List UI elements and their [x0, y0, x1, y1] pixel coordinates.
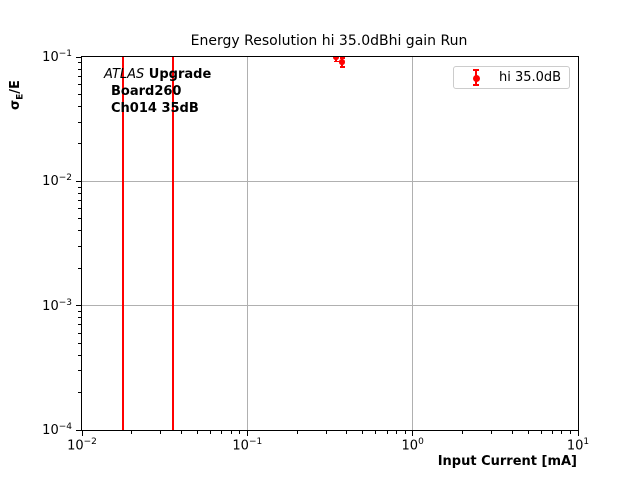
x-minor-tick: [160, 431, 162, 434]
x-tick: [577, 431, 579, 436]
legend-label: hi 35.0dB: [499, 70, 562, 85]
annotation-atlas-word: ATLAS: [104, 67, 145, 82]
x-minor-tick: [346, 431, 348, 434]
y-tick-label: 10−1: [42, 48, 72, 66]
y-minor-tick: [78, 245, 81, 247]
grid-line: [82, 180, 578, 182]
error-bar-cap: [339, 57, 345, 59]
x-minor-tick: [404, 431, 406, 434]
y-minor-tick: [78, 332, 81, 334]
x-minor-tick: [197, 431, 199, 434]
data-point: [333, 57, 339, 60]
y-tick: [76, 305, 81, 307]
x-minor-tick: [181, 431, 183, 434]
x-minor-tick: [362, 431, 364, 434]
y-tick: [76, 180, 81, 182]
red-vline: [172, 57, 175, 430]
x-tick-label: 101: [566, 437, 590, 454]
x-minor-tick: [296, 431, 298, 434]
y-minor-tick: [78, 317, 81, 319]
y-minor-tick: [78, 68, 81, 70]
errorbar-dot: [472, 74, 480, 82]
y-tick-label: 10−2: [42, 173, 72, 190]
y-minor-tick: [78, 200, 81, 202]
y-tick-label: 10−3: [42, 297, 72, 314]
y-minor-tick: [78, 230, 81, 232]
y-minor-tick: [78, 192, 81, 194]
y-tick: [76, 56, 81, 58]
x-tick: [246, 431, 248, 436]
x-minor-tick: [569, 431, 571, 434]
annotation-line2: Board260: [111, 84, 182, 99]
y-minor-tick: [78, 392, 81, 394]
y-minor-tick: [78, 342, 81, 344]
y-minor-tick: [78, 105, 81, 107]
y-axis-label-sigma: σ: [8, 99, 23, 110]
red-vline: [122, 57, 125, 430]
error-bar-cap: [339, 66, 345, 68]
grid-line: [412, 57, 414, 430]
x-minor-tick: [527, 431, 529, 434]
y-tick-label: 10−4: [42, 421, 72, 439]
y-tick: [76, 429, 81, 431]
x-minor-tick: [210, 431, 212, 434]
y-minor-tick: [78, 84, 81, 86]
x-tick: [81, 431, 83, 436]
y-minor-tick: [78, 267, 81, 269]
x-minor-tick: [131, 431, 133, 434]
x-tick-label: 10−2: [67, 437, 97, 454]
annotation-upgrade-word: Upgrade: [144, 67, 212, 82]
y-minor-tick: [78, 121, 81, 123]
legend-errorbar-icon: [469, 69, 483, 86]
errorbar-cap-bottom: [473, 84, 479, 86]
x-minor-tick: [540, 431, 542, 434]
y-minor-tick: [78, 354, 81, 356]
grid-line: [82, 305, 578, 307]
x-axis-label: Input Current [mA]: [437, 454, 577, 469]
x-minor-tick: [511, 431, 513, 434]
y-axis-label-rest: /E: [8, 80, 23, 94]
x-minor-tick: [561, 431, 563, 434]
annotation-atlas: ATLAS Upgrade Board260 Ch014 35dB: [104, 66, 211, 117]
y-axis-label: σE/E: [8, 80, 26, 110]
annotation-line3: Ch014 35dB: [111, 101, 199, 116]
y-minor-tick: [78, 75, 81, 77]
x-minor-tick: [386, 431, 388, 434]
x-tick-label: 10−1: [232, 437, 263, 454]
y-minor-tick: [78, 93, 81, 95]
y-minor-tick: [78, 62, 81, 64]
y-minor-tick: [78, 324, 81, 326]
data-point: [339, 59, 345, 65]
x-minor-tick: [230, 431, 232, 434]
y-minor-tick: [78, 370, 81, 372]
annotation-line1: ATLAS Upgrade: [104, 66, 211, 83]
x-minor-tick: [221, 431, 223, 434]
grid-line: [246, 57, 248, 430]
chart-title: Energy Resolution hi 35.0dBhi gain Run: [190, 33, 468, 49]
y-minor-tick: [78, 208, 81, 210]
y-minor-tick: [78, 186, 81, 188]
y-axis-label-sub: E: [15, 93, 26, 100]
x-tick: [412, 431, 414, 436]
x-minor-tick: [375, 431, 377, 434]
y-minor-tick: [78, 143, 81, 145]
x-minor-tick: [491, 431, 493, 434]
y-minor-tick: [78, 218, 81, 220]
x-minor-tick: [325, 431, 327, 434]
plot-area: [81, 56, 579, 431]
x-tick-label: 100: [401, 437, 424, 454]
x-minor-tick: [461, 431, 463, 434]
error-bar-cap: [333, 60, 339, 62]
x-minor-tick: [551, 431, 553, 434]
legend: hi 35.0dB: [453, 66, 570, 89]
x-minor-tick: [239, 431, 241, 434]
y-minor-tick: [78, 310, 81, 312]
x-minor-tick: [396, 431, 398, 434]
